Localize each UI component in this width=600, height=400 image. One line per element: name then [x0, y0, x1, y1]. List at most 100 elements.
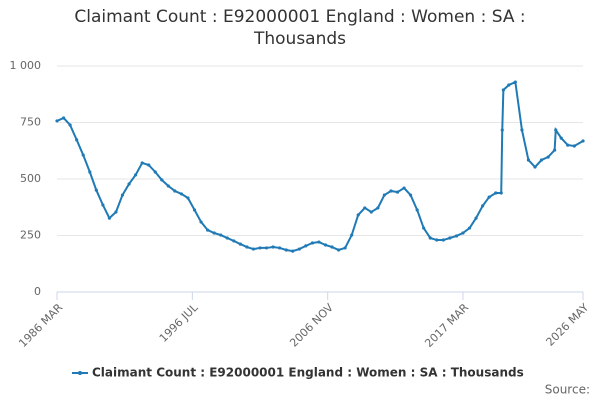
point [291, 249, 295, 253]
point [264, 246, 269, 250]
point [507, 83, 511, 87]
point [435, 238, 439, 242]
point [408, 193, 413, 197]
point [513, 80, 517, 84]
point [55, 119, 59, 123]
point [350, 233, 354, 237]
point [559, 136, 563, 140]
line [56, 80, 584, 253]
point [448, 236, 452, 240]
point [284, 248, 288, 252]
x-tick-label: 2006 NOV [287, 301, 336, 350]
point [251, 247, 256, 251]
point [153, 170, 157, 174]
point [454, 234, 459, 238]
point [317, 240, 321, 244]
point [467, 226, 472, 230]
legend-marker [78, 371, 82, 375]
point [323, 243, 328, 247]
point [553, 148, 557, 152]
point [554, 128, 558, 132]
point [494, 191, 498, 195]
point [336, 248, 341, 252]
point [232, 239, 236, 243]
point [140, 161, 144, 165]
point [395, 190, 400, 194]
point [539, 158, 544, 162]
point [101, 203, 105, 207]
point [402, 186, 406, 190]
point [428, 236, 432, 240]
point [206, 228, 210, 232]
point [474, 216, 478, 220]
point [160, 178, 164, 182]
point [114, 210, 118, 214]
point [533, 165, 537, 169]
point [107, 216, 111, 220]
point [225, 236, 229, 240]
point [271, 245, 275, 249]
x-tick-label: 2026 MAY [544, 301, 592, 349]
point [441, 238, 445, 242]
point [245, 245, 249, 249]
chart-title: Claimant Count : E92000001 England : Wom… [74, 7, 526, 49]
point [481, 204, 485, 208]
point [81, 153, 85, 157]
point [68, 123, 72, 127]
point [304, 244, 308, 248]
point [382, 193, 386, 197]
point [133, 173, 138, 177]
point [238, 242, 242, 246]
y-tick-label: 750 [20, 116, 41, 129]
point [147, 163, 151, 167]
point [363, 206, 367, 210]
point [127, 182, 131, 186]
point [487, 195, 491, 199]
point [520, 128, 524, 132]
y-tick-label: 1 000 [10, 59, 42, 72]
point [343, 246, 347, 250]
point [500, 128, 504, 132]
x-tick-label: 1986 MAR [16, 301, 65, 350]
point [330, 245, 334, 249]
point [356, 213, 360, 217]
point [75, 138, 79, 142]
point [94, 188, 98, 192]
x-tick-label: 2017 MAR [422, 301, 471, 350]
source: Source: [545, 383, 590, 397]
point [546, 155, 550, 159]
point [192, 208, 197, 212]
point [461, 231, 465, 235]
y-tick-label: 500 [20, 172, 41, 185]
point [179, 192, 184, 196]
legend-label: Claimant Count : E92000001 England : Wom… [92, 366, 524, 380]
point [422, 226, 426, 230]
point [258, 246, 262, 250]
point [310, 241, 315, 245]
point [120, 193, 125, 197]
point [499, 191, 503, 195]
point [572, 144, 576, 148]
point [389, 189, 393, 193]
point [173, 189, 177, 193]
y-tick-label: 250 [20, 229, 41, 242]
y-tick-label: 0 [34, 285, 41, 298]
point [526, 158, 531, 162]
point [376, 206, 380, 210]
point [212, 231, 216, 235]
point [278, 246, 282, 250]
x-tick-label: 1996 JUL [157, 300, 201, 344]
point [581, 139, 585, 143]
point [501, 88, 505, 92]
point [566, 143, 570, 147]
point [166, 184, 170, 188]
point [297, 247, 301, 251]
point [199, 220, 203, 224]
point [88, 170, 92, 174]
point [219, 233, 223, 237]
point [415, 208, 419, 212]
point [186, 196, 190, 200]
point [369, 210, 373, 214]
